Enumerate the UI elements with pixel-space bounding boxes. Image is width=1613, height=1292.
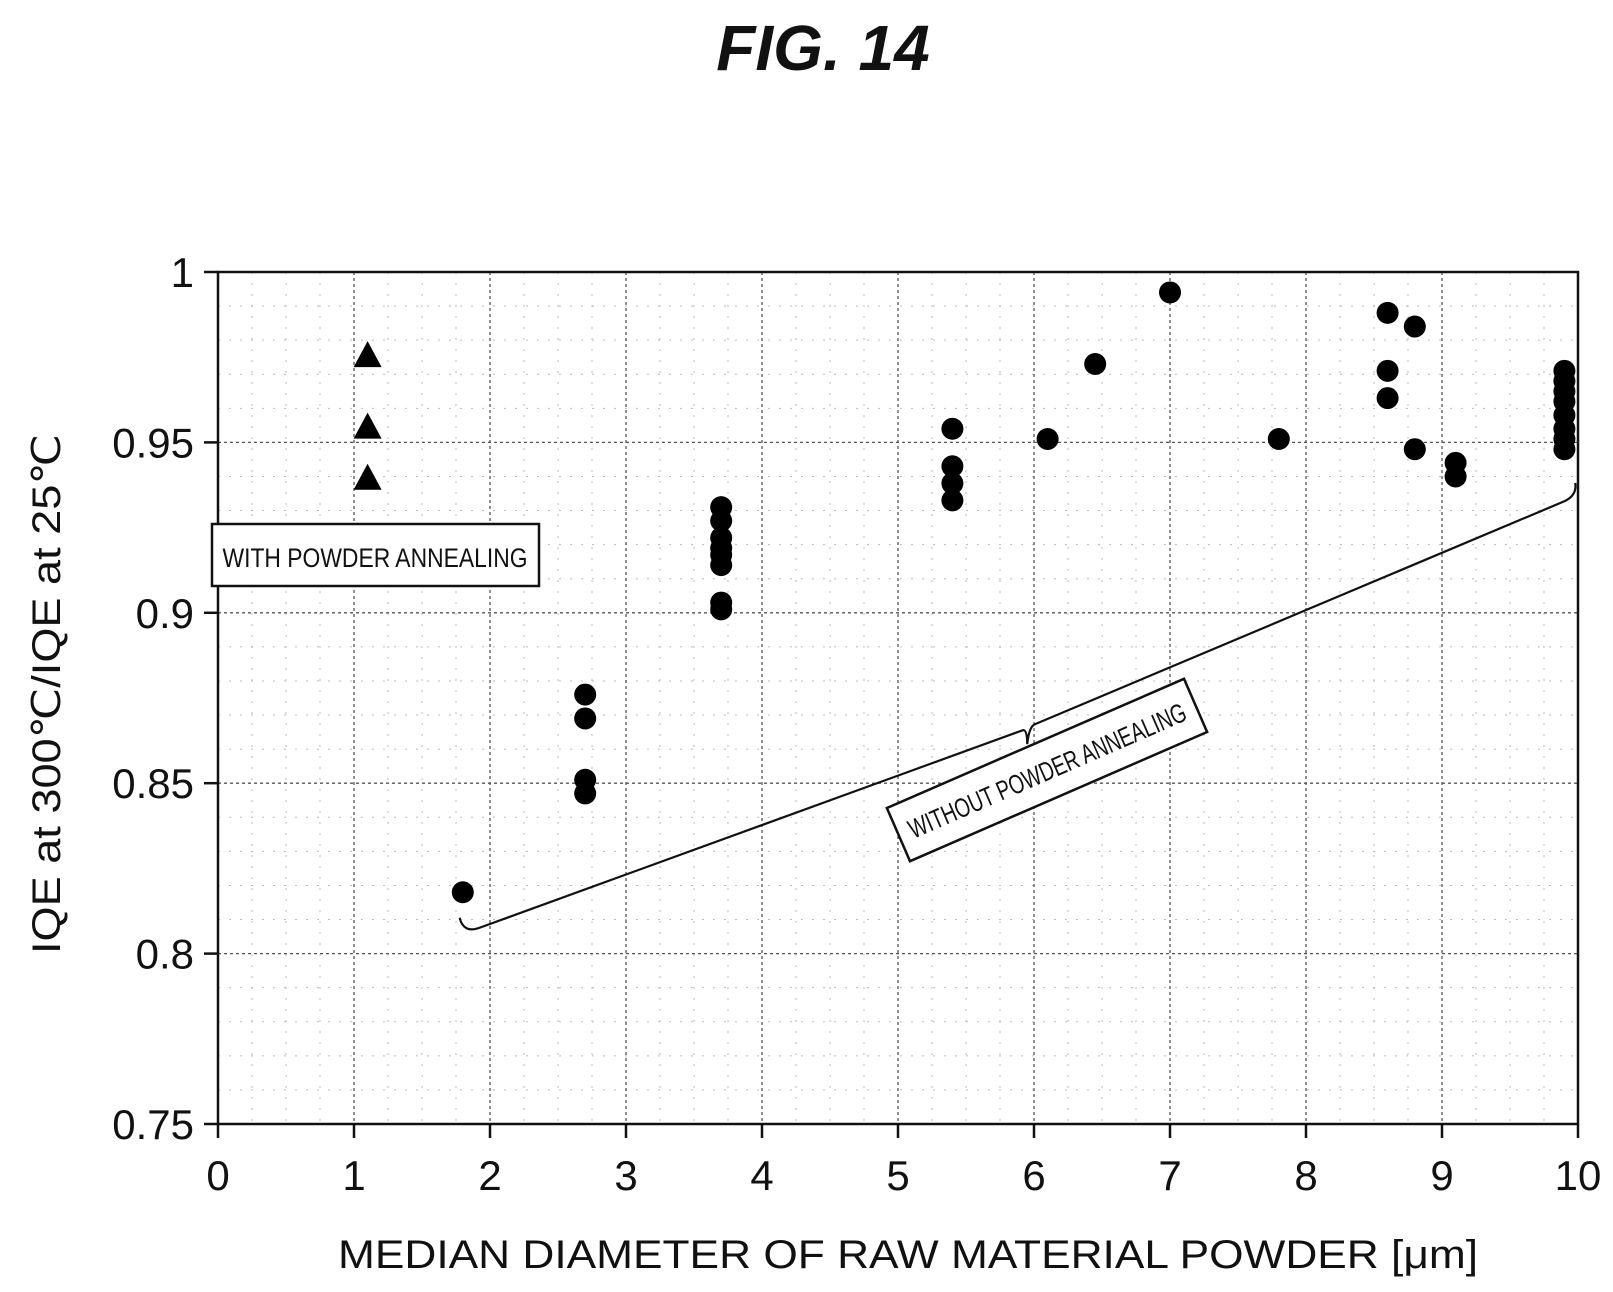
brace-path [458, 482, 1577, 931]
with-annealing-label: WITH POWDER ANNEALING [223, 543, 528, 573]
y-tick-label: 0.75 [112, 1101, 194, 1148]
circle-marker [941, 472, 964, 495]
axis-ticks [204, 270, 1580, 1138]
circle-marker [1084, 353, 1107, 376]
minor-grid [218, 272, 1578, 1124]
circle-marker [941, 417, 964, 440]
x-tick-label: 10 [1555, 1152, 1602, 1199]
x-tick-label: 5 [886, 1152, 909, 1199]
circle-marker [941, 455, 964, 478]
x-tick-label: 9 [1430, 1152, 1453, 1199]
y-tick-label: 0.95 [112, 419, 194, 466]
circle-marker [1376, 359, 1399, 382]
circle-marker [1403, 315, 1426, 338]
without-annealing-box [885, 677, 1209, 863]
circle-marker [710, 554, 733, 577]
y-tick-labels: 0.75 0.8 0.85 0.9 0.95 1 [112, 249, 194, 1148]
circle-marker [710, 509, 733, 532]
y-tick-label: 1 [171, 249, 194, 296]
y-tick-label: 0.9 [136, 590, 194, 637]
x-tick-label: 7 [1158, 1152, 1181, 1199]
circle-marker [710, 598, 733, 621]
triangle-marker [353, 412, 382, 439]
figure-title: FIG. 14 [716, 12, 929, 84]
x-tick-label: 8 [1294, 1152, 1317, 1199]
x-tick-label: 3 [614, 1152, 637, 1199]
x-tick-label: 1 [342, 1152, 365, 1199]
without-annealing-callout: WITHOUT POWDER ANNEALING [885, 677, 1209, 863]
circle-marker [1376, 301, 1399, 324]
major-grid [217, 271, 1579, 1125]
circle-marker [451, 881, 474, 904]
circle-marker [574, 683, 597, 706]
x-tick-label: 0 [206, 1152, 229, 1199]
circle-marker [1267, 427, 1290, 450]
y-tick-label: 0.85 [112, 760, 194, 807]
circle-marker [1159, 281, 1181, 304]
circle-marker [574, 782, 597, 805]
circle-marker [1553, 438, 1576, 461]
circle-marker [1403, 438, 1426, 461]
data-points [353, 281, 1576, 904]
circle-marker [574, 707, 597, 730]
circle-marker [1376, 387, 1399, 410]
y-axis-label: IQE at 300℃/IQE at 25℃ [25, 434, 69, 954]
x-tick-label: 6 [1022, 1152, 1045, 1199]
x-tick-label: 2 [478, 1152, 501, 1199]
circle-marker [941, 489, 964, 512]
x-axis-label: MEDIAN DIAMETER OF RAW MATERIAL POWDER [… [338, 1233, 1478, 1277]
triangle-marker [353, 341, 382, 368]
without-annealing-brace [458, 482, 1577, 931]
with-annealing-callout: WITH POWDER ANNEALING [210, 522, 541, 588]
x-tick-label: 4 [750, 1152, 773, 1199]
with-annealing-box [210, 522, 541, 588]
circle-marker [1444, 465, 1467, 488]
x-tick-labels: 0 1 2 3 4 5 6 7 8 9 10 [206, 1152, 1601, 1199]
y-tick-label: 0.8 [136, 931, 194, 978]
circle-marker [1036, 427, 1059, 450]
triangle-marker [353, 463, 382, 490]
